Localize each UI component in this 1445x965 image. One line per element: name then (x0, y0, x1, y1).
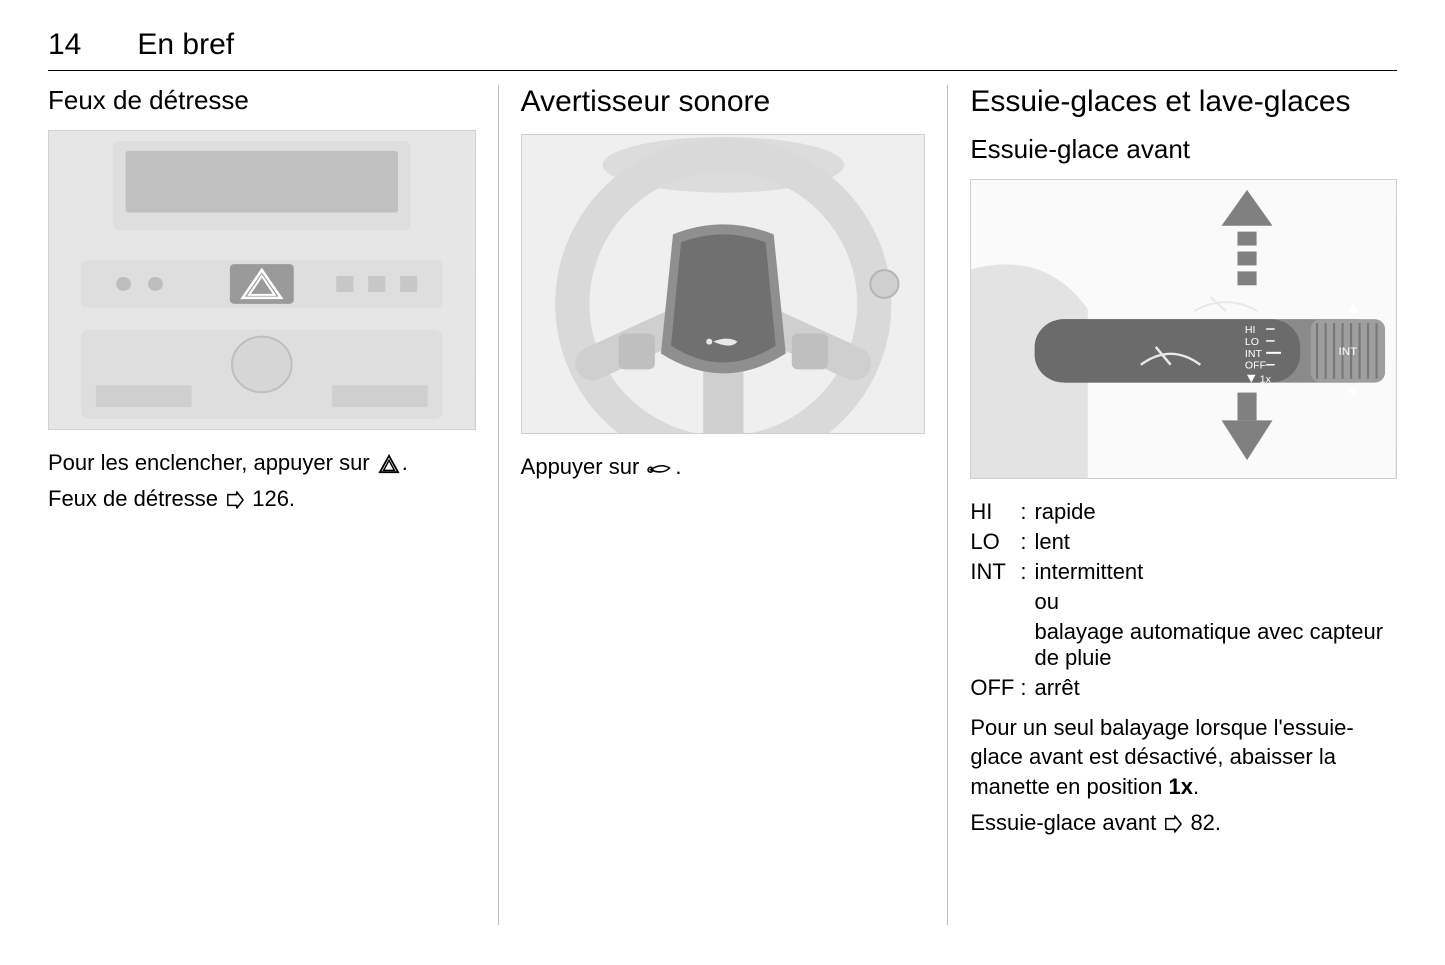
svg-text:INT: INT (1245, 349, 1263, 360)
hazard-xref-page: 126. (246, 486, 295, 511)
figure-steering-wheel (521, 134, 926, 434)
section-title: En bref (137, 28, 234, 62)
column-horn: Avertisseur sonore (498, 85, 948, 925)
table-row: LO : lent (970, 527, 1397, 557)
table-row: ou (970, 587, 1397, 617)
mode-sep: : (1020, 527, 1034, 557)
content-columns: Feux de détresse (48, 85, 1397, 925)
hazard-xref: Feux de détresse 126. (48, 484, 476, 514)
heading-wipers: Essuie-glaces et lave-glaces (970, 85, 1397, 120)
horn-caption: Appuyer sur . (521, 452, 926, 482)
hazard-caption-pre: Pour les enclencher, appuyer sur (48, 450, 376, 475)
figure-hazard-button (48, 130, 476, 430)
figure-wiper-stalk: INT HI LO INT OFF (970, 179, 1397, 479)
table-row: HI : rapide (970, 497, 1397, 527)
page-ref-arrow-icon (1164, 815, 1182, 833)
svg-text:HI: HI (1245, 325, 1256, 336)
page-number: 14 (48, 28, 81, 62)
mode-val: intermittent (1034, 557, 1397, 587)
wiper-xref-text: Essuie-glace avant (970, 810, 1162, 835)
mode-sep (1020, 617, 1034, 673)
mode-val: ou (1034, 587, 1397, 617)
page-ref-arrow-icon (226, 491, 244, 509)
heading-horn: Avertisseur sonore (521, 85, 926, 120)
mode-sep: : (1020, 497, 1034, 527)
table-row: balayage automatique avec capteur de plu… (970, 617, 1397, 673)
subheading-front-wiper: Essuie-glace avant (970, 134, 1397, 165)
hazard-caption-post: . (402, 450, 408, 475)
hazard-caption: Pour les enclencher, appuyer sur . (48, 448, 476, 478)
heading-hazard: Feux de détresse (48, 85, 476, 116)
wiper-xref-page: 82. (1184, 810, 1221, 835)
mode-key (970, 587, 1020, 617)
svg-text:INT: INT (1339, 346, 1358, 358)
mode-val: balayage automatique avec capteur de plu… (1034, 617, 1397, 673)
hazard-xref-text: Feux de détresse (48, 486, 224, 511)
wiper-illustration: INT HI LO INT OFF (971, 180, 1396, 478)
wiper-mode-table: HI : rapide LO : lent INT : intermittent… (970, 497, 1397, 703)
mode-sep: : (1020, 557, 1034, 587)
mode-key (970, 617, 1020, 673)
mode-sep (1020, 587, 1034, 617)
hazard-triangle-icon (378, 454, 400, 474)
svg-text:LO: LO (1245, 337, 1259, 348)
svg-text:OFF: OFF (1245, 361, 1266, 372)
mode-key: INT (970, 557, 1020, 587)
para-post: . (1193, 774, 1199, 799)
mode-sep: : (1020, 673, 1034, 703)
table-row: OFF : arrêt (970, 673, 1397, 703)
horn-caption-post: . (675, 454, 681, 479)
mode-key: LO (970, 527, 1020, 557)
horn-caption-pre: Appuyer sur (521, 454, 646, 479)
para-bold: 1x (1168, 774, 1192, 799)
mode-val: lent (1034, 527, 1397, 557)
wiper-single-sweep-para: Pour un seul balayage lorsque l'essuie-g… (970, 713, 1397, 802)
table-row: INT : intermittent (970, 557, 1397, 587)
horn-illustration (522, 135, 925, 433)
mode-val: arrêt (1034, 673, 1397, 703)
mode-key: HI (970, 497, 1020, 527)
svg-text:1x: 1x (1260, 374, 1272, 385)
column-wipers: Essuie-glaces et lave-glaces Essuie-glac… (947, 85, 1397, 925)
para-pre: Pour un seul balayage lorsque l'essuie-g… (970, 715, 1353, 799)
horn-icon (647, 459, 673, 477)
page-header: 14 En bref (48, 28, 1397, 71)
wiper-xref: Essuie-glace avant 82. (970, 808, 1397, 838)
hazard-illustration (49, 131, 475, 429)
mode-val: rapide (1034, 497, 1397, 527)
column-hazard-lights: Feux de détresse (48, 85, 498, 925)
mode-key: OFF (970, 673, 1020, 703)
